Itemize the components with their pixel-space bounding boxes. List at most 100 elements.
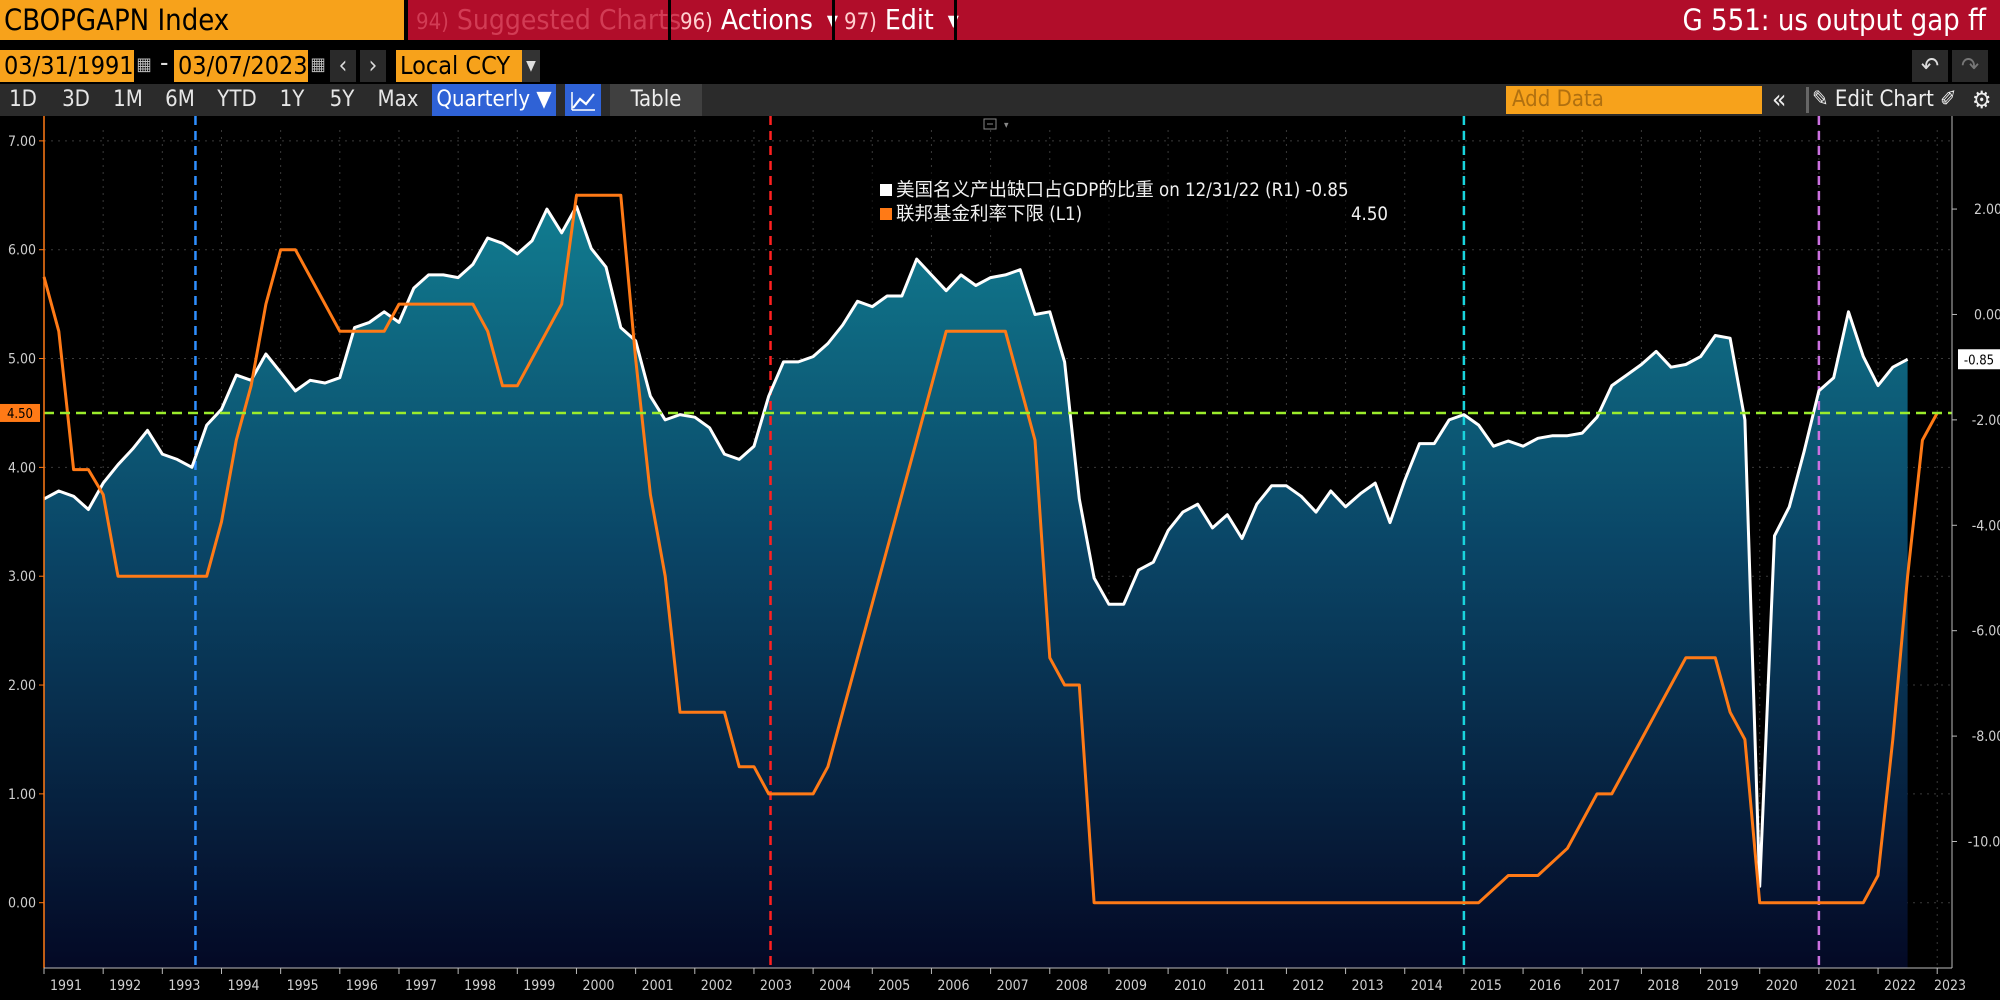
x-tick-label: 1991 bbox=[50, 978, 82, 994]
actions-menu[interactable]: 96) Actions ▼ bbox=[680, 0, 838, 40]
menu-divider bbox=[832, 0, 835, 40]
chart-area[interactable]: 7.00 6.00 5.00 4.00 3.00 2.00 1.00 0.00 2.00 0.00… bbox=[0, 116, 2000, 1000]
header-bar: CBOPGAPN Index 94) Suggested Charts 96) … bbox=[0, 0, 2000, 42]
menu-bar bbox=[408, 0, 2000, 40]
left-tick-label: 6.00 bbox=[8, 243, 36, 259]
calendar-icon[interactable]: ▦ bbox=[310, 54, 326, 75]
caret-down-icon: ▼ bbox=[948, 11, 959, 30]
edit-menu[interactable]: 97) Edit ▼ bbox=[844, 0, 959, 40]
x-tick-label: 2008 bbox=[1056, 978, 1088, 994]
svg-text:▾: ▾ bbox=[1004, 120, 1009, 131]
range-ytd-button[interactable]: YTD bbox=[217, 87, 257, 112]
line-chart-icon[interactable] bbox=[565, 84, 601, 116]
periodicity-select[interactable]: Quarterly ▼ bbox=[432, 84, 556, 116]
range-3d-button[interactable]: 3D bbox=[62, 87, 90, 112]
toolbar-divider bbox=[1806, 87, 1809, 113]
x-tick-label: 2021 bbox=[1825, 978, 1857, 994]
legend-label-output-gap: 美国名义产出缺口占GDP的比重 on 12/31/22 (R1) -0.85 bbox=[896, 180, 1349, 201]
table-view-button[interactable]: Table bbox=[610, 84, 702, 116]
legend-value-fed-funds: 4.50 bbox=[1351, 204, 1388, 225]
left-tick-label: 3.00 bbox=[8, 569, 36, 585]
suggested-charts-menu[interactable]: 94) Suggested Charts bbox=[416, 0, 681, 40]
right-tick-label: -4.00 bbox=[1972, 518, 2000, 534]
menu-label: Actions bbox=[720, 3, 813, 36]
menu-divider bbox=[954, 0, 957, 40]
x-tick-label: 2000 bbox=[582, 978, 614, 994]
menu-label: Suggested Charts bbox=[456, 3, 682, 36]
add-data-input[interactable]: Add Data bbox=[1506, 86, 1762, 114]
x-tick-label: 2014 bbox=[1411, 978, 1443, 994]
next-period-button[interactable]: › bbox=[360, 50, 386, 82]
x-tick-label: 2017 bbox=[1588, 978, 1620, 994]
currency-select[interactable]: Local CCY bbox=[396, 50, 540, 82]
left-tick-label: 0.00 bbox=[8, 896, 36, 912]
fed-funds-line bbox=[42, 193, 1939, 905]
last-value-left: 4.50 bbox=[7, 407, 33, 422]
x-tick-label: 1992 bbox=[109, 978, 141, 994]
x-tick-label: 2022 bbox=[1884, 978, 1916, 994]
date-separator: - bbox=[160, 48, 169, 78]
range-6m-button[interactable]: 6M bbox=[165, 87, 195, 112]
undo-icon[interactable]: ↶ bbox=[1912, 50, 1948, 82]
right-tick-label: -10.00 bbox=[1968, 835, 2000, 851]
edit-chart-button[interactable]: ✎ Edit Chart bbox=[1812, 84, 1934, 116]
x-tick-label: 2012 bbox=[1292, 978, 1324, 994]
left-tick-label: 2.00 bbox=[8, 678, 36, 694]
right-tick-label: 2.00 bbox=[1974, 202, 2000, 218]
right-tick-label: 0.00 bbox=[1974, 307, 2000, 323]
edit-chart-label: Edit Chart bbox=[1834, 87, 1934, 112]
line-chart-glyph bbox=[571, 92, 595, 111]
redo-icon[interactable]: ↷ bbox=[1952, 50, 1988, 82]
x-tick-label: 2010 bbox=[1174, 978, 1206, 994]
gear-icon[interactable]: ⚙ bbox=[1972, 86, 1992, 114]
vertical-markers bbox=[194, 116, 1821, 968]
last-value-labels: 4.50 -0.85 bbox=[0, 349, 2000, 422]
menu-number: 96) bbox=[680, 10, 713, 35]
x-tick-label: 2002 bbox=[701, 978, 733, 994]
pencil-icon: ✎ bbox=[1812, 87, 1829, 112]
legend-label-fed-funds: 联邦基金利率下限 (L1) bbox=[896, 204, 1082, 225]
calendar-icon[interactable]: ▦ bbox=[136, 54, 152, 75]
range-max-button[interactable]: Max bbox=[377, 87, 419, 112]
legend-swatch-output-gap bbox=[880, 184, 892, 196]
x-tick-label: 2020 bbox=[1766, 978, 1798, 994]
chevron-down-icon[interactable]: ▼ bbox=[522, 50, 540, 82]
x-tick-label: 2003 bbox=[760, 978, 792, 994]
annotate-icon[interactable]: ✐ bbox=[1940, 87, 1957, 112]
x-tick-label: 2013 bbox=[1352, 978, 1384, 994]
right-tick-label: -6.00 bbox=[1972, 624, 2000, 640]
collapse-icon[interactable]: « bbox=[1772, 85, 1787, 115]
x-tick-label: 2016 bbox=[1529, 978, 1561, 994]
x-tick-label: 2023 bbox=[1934, 978, 1966, 994]
ticker-input[interactable]: CBOPGAPN Index bbox=[0, 0, 404, 40]
legend-collapse-icon[interactable]: ▾ bbox=[983, 118, 1009, 131]
menu-number: 97) bbox=[844, 10, 877, 35]
menu-number: 94) bbox=[416, 10, 449, 35]
x-tick-label: 2007 bbox=[997, 978, 1029, 994]
legend-swatch-fed-funds bbox=[880, 208, 892, 220]
end-date-input[interactable]: 03/07/2023 bbox=[174, 50, 308, 82]
left-tick-label: 7.00 bbox=[8, 134, 36, 150]
start-date-input[interactable]: 03/31/1991 bbox=[0, 50, 134, 82]
last-value-badge-left bbox=[0, 403, 40, 422]
output-gap-line bbox=[43, 204, 1909, 888]
axes: 7.00 6.00 5.00 4.00 3.00 2.00 1.00 0.00 2.00 0.00… bbox=[8, 116, 2000, 994]
range-1d-button[interactable]: 1D bbox=[9, 87, 37, 112]
left-tick-label: 1.00 bbox=[8, 787, 36, 803]
x-tick-label: 2018 bbox=[1647, 978, 1679, 994]
legend-background bbox=[870, 172, 1404, 230]
x-tick-label: 2004 bbox=[819, 978, 851, 994]
last-value-right: -0.85 bbox=[1964, 353, 1994, 368]
range-1m-button[interactable]: 1M bbox=[113, 87, 143, 112]
x-tick-label: 1999 bbox=[523, 978, 555, 994]
range-1y-button[interactable]: 1Y bbox=[279, 87, 305, 112]
x-tick-label: 2019 bbox=[1707, 978, 1739, 994]
last-value-badge-right bbox=[1958, 349, 2000, 370]
x-tick-label: 2006 bbox=[937, 978, 969, 994]
x-tick-label: 2015 bbox=[1470, 978, 1502, 994]
left-tick-label: 4.00 bbox=[8, 460, 36, 476]
range-5y-button[interactable]: 5Y bbox=[329, 87, 355, 112]
x-tick-label: 1996 bbox=[346, 978, 378, 994]
previous-period-button[interactable]: ‹ bbox=[330, 50, 356, 82]
output-gap-area bbox=[44, 206, 1908, 968]
